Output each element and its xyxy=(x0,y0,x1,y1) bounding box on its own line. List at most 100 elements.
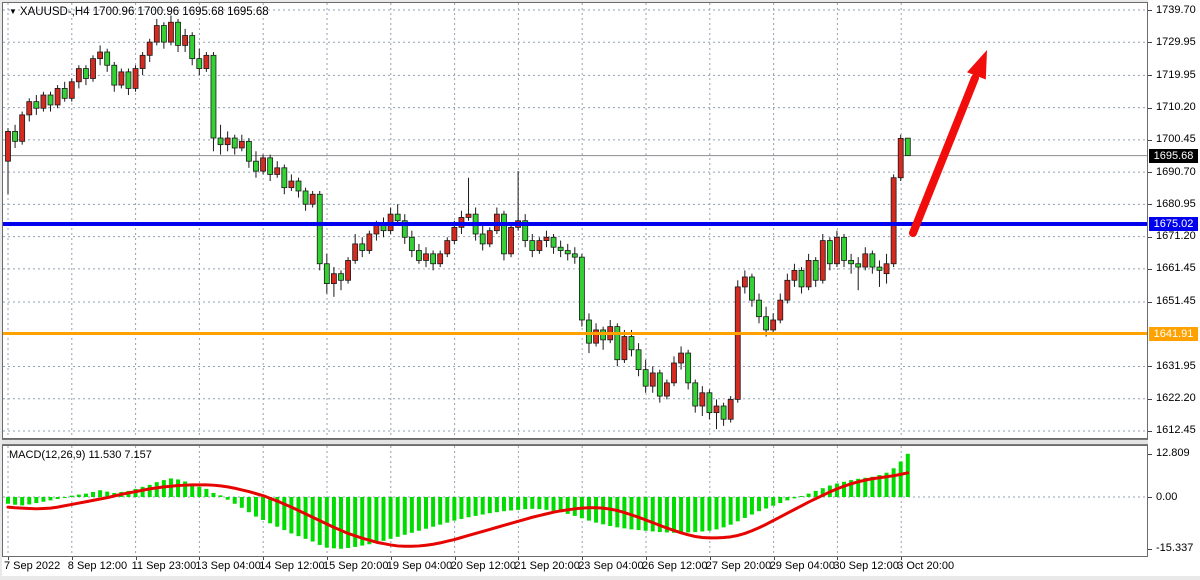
macd-histogram-bar xyxy=(700,497,705,532)
candle-body xyxy=(812,260,819,281)
time-axis[interactable]: 7 Sep 2022 8 Sep 12:00 11 Sep 23:00 13 Sep … xyxy=(2,557,1148,576)
macd-histogram-bar xyxy=(6,497,10,504)
price-tick-mark xyxy=(1148,139,1152,141)
macd-histogram-bar xyxy=(275,497,280,527)
time-tick-mark xyxy=(773,557,775,560)
time-label: 30 Sep 12:00 xyxy=(833,560,899,572)
price-tick-label: 1622.20 xyxy=(1156,392,1196,405)
candle-body xyxy=(706,392,713,414)
candle-body xyxy=(345,260,351,281)
macd-chart-canvas[interactable] xyxy=(3,446,1147,556)
macd-histogram-bar xyxy=(735,497,740,522)
macd-histogram-bar xyxy=(480,497,485,515)
price-tick-mark xyxy=(1148,10,1152,11)
candle-body xyxy=(40,94,47,109)
candle-body xyxy=(245,140,252,162)
macd-histogram-bar xyxy=(331,497,336,549)
macd-histogram-bar xyxy=(664,497,669,533)
macd-histogram-bar xyxy=(601,497,606,525)
candle-body xyxy=(699,392,706,407)
candle-body xyxy=(139,54,146,69)
candle-body xyxy=(685,352,692,384)
candle-body xyxy=(713,405,720,414)
pane-splitter[interactable] xyxy=(2,439,1148,445)
time-label: 15 Sep 20:00 xyxy=(323,560,389,572)
price-tick-mark xyxy=(1148,172,1152,174)
candle-body xyxy=(734,286,741,400)
time-label: 21 Sep 20:00 xyxy=(514,560,580,572)
candle-body xyxy=(508,226,514,255)
candle-body xyxy=(430,253,437,265)
candle-body xyxy=(210,54,217,139)
candle-body xyxy=(451,226,458,241)
price-axis[interactable]: 1739.70 1729.95 1719.95 1710.20 1700.45 1690.… xyxy=(1148,0,1200,576)
macd-histogram-bar xyxy=(891,468,896,497)
time-tick-mark xyxy=(390,557,392,560)
macd-histogram-bar xyxy=(565,497,570,514)
price-tick-mark xyxy=(1148,430,1152,432)
candle-body xyxy=(890,177,897,265)
candle-body xyxy=(678,352,684,364)
macd-histogram-bar xyxy=(749,497,754,515)
candle-body xyxy=(628,336,635,351)
candle-body xyxy=(841,236,847,261)
macd-pane[interactable]: MACD(12,26,9) 11.530 7.157 xyxy=(2,445,1148,557)
macd-histogram-bar xyxy=(657,497,662,533)
price-tick-label: 1690.70 xyxy=(1156,165,1196,178)
macd-histogram-bar xyxy=(870,476,875,497)
macd-indicator-label: MACD(12,26,9) 11.530 7.157 xyxy=(9,449,152,461)
macd-histogram-bar xyxy=(487,497,492,514)
macd-histogram-bar xyxy=(707,497,712,531)
candle-body xyxy=(671,362,677,384)
candle-body xyxy=(26,101,33,116)
candle-body xyxy=(61,88,68,99)
candle-body xyxy=(876,266,883,271)
macd-histogram-bar xyxy=(13,497,18,505)
macd-histogram-bar xyxy=(714,497,719,530)
price-tick-mark xyxy=(1148,75,1152,77)
orange-level-badge: 1641.91 xyxy=(1149,326,1198,341)
trend-arrow-head xyxy=(967,50,987,80)
macd-histogram-bar xyxy=(83,493,88,497)
candle-body xyxy=(862,253,869,268)
price-pane[interactable]: ▼ XAUUSD-,H4 1700.96 1700.96 1695.68 1695… xyxy=(2,2,1148,439)
symbol-dropdown-icon[interactable]: ▼ xyxy=(9,7,17,16)
macd-tick-label: 0.00 xyxy=(1156,490,1178,503)
macd-histogram-bar xyxy=(76,494,81,497)
macd-histogram-bar xyxy=(671,497,676,533)
price-tick-mark xyxy=(1148,107,1152,109)
candle-body xyxy=(54,88,61,106)
macd-histogram-bar xyxy=(218,495,223,497)
macd-histogram-bar xyxy=(176,479,181,497)
time-label: 20 Sep 12:00 xyxy=(450,560,517,572)
macd-histogram-bar xyxy=(558,497,563,513)
macd-histogram-bar xyxy=(572,497,577,516)
candle-body xyxy=(465,213,472,218)
candle-body xyxy=(756,299,762,318)
price-chart-canvas[interactable] xyxy=(3,3,1147,438)
macd-histogram-bar xyxy=(105,491,110,497)
candle-body xyxy=(692,382,699,407)
macd-histogram-bar xyxy=(459,497,464,519)
macd-tick-label: 12.809 xyxy=(1156,447,1190,460)
macd-name: MACD(12,26,9) xyxy=(9,449,86,461)
candle-body xyxy=(529,240,536,251)
time-label: 29 Sep 04:00 xyxy=(769,560,836,572)
macd-histogram-bar xyxy=(197,486,202,497)
candle-body xyxy=(408,236,415,251)
candle-body xyxy=(33,101,40,109)
candle-body xyxy=(543,236,550,241)
macd-histogram-bar xyxy=(799,495,804,497)
candle-body xyxy=(394,213,401,222)
candle-body xyxy=(763,316,769,331)
candle-body xyxy=(111,64,118,86)
ohlc-values: 1700.96 1700.96 1695.68 1695.68 xyxy=(92,6,269,18)
price-tick-label: 1631.95 xyxy=(1156,359,1196,372)
macd-histogram-bar xyxy=(183,481,188,497)
macd-histogram-bar xyxy=(353,497,358,547)
candle-body xyxy=(189,35,196,60)
time-tick-mark xyxy=(837,557,839,560)
candle-body xyxy=(118,71,125,86)
candle-body xyxy=(104,51,111,66)
